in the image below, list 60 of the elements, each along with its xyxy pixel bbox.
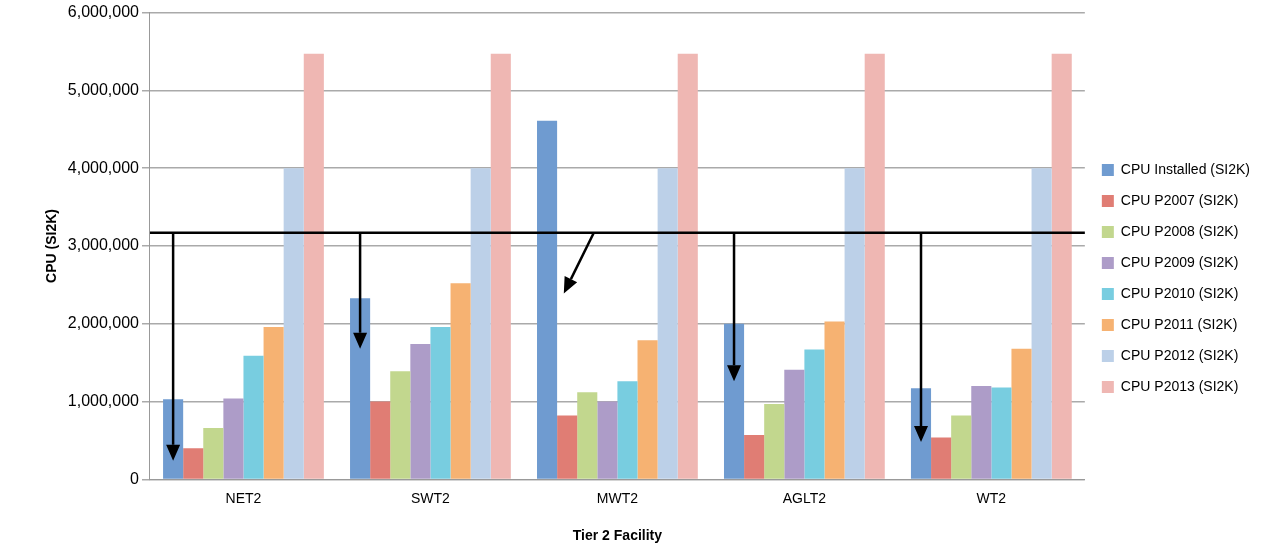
bar (283, 168, 304, 479)
y-tick-label: 3,000,000 (67, 236, 140, 254)
bar (864, 53, 885, 479)
y-tick-label: 0 (130, 469, 140, 487)
bar (577, 392, 598, 479)
bar (844, 168, 865, 479)
x-axis-title: Tier 2 Facility (572, 527, 663, 544)
bar (183, 448, 204, 479)
x-tick-label: AGLT2 (782, 489, 827, 506)
bar (203, 428, 224, 479)
bar (637, 340, 658, 479)
bar (657, 168, 678, 479)
bar (390, 371, 411, 479)
y-tick-label: 4,000,000 (67, 158, 140, 176)
x-tick-label: NET2 (225, 489, 262, 506)
bar (617, 381, 638, 479)
bar (784, 369, 805, 479)
y-tick-label: 2,000,000 (67, 314, 140, 332)
bar (951, 415, 972, 479)
bar (223, 398, 244, 479)
x-tick-label: WT2 (976, 489, 1007, 506)
bar (744, 435, 765, 479)
legend-label: CPU P2013 (SI2K) (1120, 377, 1239, 394)
bar (764, 403, 785, 479)
bar (804, 349, 825, 479)
y-tick-label: 5,000,000 (67, 80, 140, 98)
bar (1011, 348, 1032, 479)
bar (410, 344, 431, 479)
y-axis-title: CPU (SI2K) (43, 209, 60, 283)
bar (370, 401, 391, 479)
bar (303, 53, 324, 479)
legend-label: CPU P2011 (SI2K) (1120, 315, 1238, 332)
bar (430, 326, 451, 479)
legend-label: CPU Installed (SI2K) (1120, 160, 1251, 177)
bar (537, 120, 558, 479)
bar (824, 321, 845, 479)
bar (971, 386, 992, 479)
bar (723, 323, 745, 479)
bar (243, 355, 264, 479)
bar (597, 401, 618, 479)
bar (931, 437, 952, 479)
legend-label: CPU P2012 (SI2K) (1120, 346, 1239, 363)
bar (470, 168, 491, 479)
bar (263, 326, 284, 479)
bar (991, 387, 1012, 479)
legend-label: CPU P2009 (SI2K) (1120, 253, 1239, 270)
bar (557, 415, 578, 479)
legend-label: CPU P2010 (SI2K) (1120, 284, 1239, 301)
bar (1031, 168, 1052, 479)
x-tick-label: SWT2 (410, 489, 451, 506)
x-tick-label: MWT2 (596, 489, 639, 506)
y-tick-label: 1,000,000 (67, 392, 140, 410)
bar (450, 283, 471, 479)
legend-label: CPU P2007 (SI2K) (1120, 191, 1239, 208)
bar (677, 53, 698, 479)
y-tick-label: 6,000,000 (67, 3, 140, 21)
bar (350, 298, 371, 479)
bar (490, 53, 511, 479)
legend-label: CPU P2008 (SI2K) (1120, 222, 1239, 239)
bar (1051, 53, 1072, 479)
